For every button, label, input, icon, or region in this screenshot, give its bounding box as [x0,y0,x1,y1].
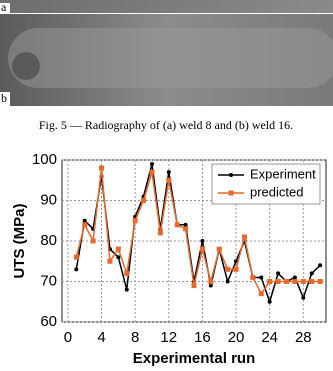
y-tick-label: 70 [40,272,57,289]
marker [116,255,121,260]
marker [82,218,87,223]
marker [300,279,306,284]
weld-shape [8,28,333,88]
marker [183,226,189,232]
marker [141,198,147,203]
marker [317,279,323,284]
marker [258,291,264,297]
marker [275,279,281,284]
marker [149,162,154,167]
x-axis-label: Experimental run [133,350,256,366]
x-tick-label: 16 [194,329,211,346]
marker [107,258,113,264]
marker [208,283,213,288]
marker [225,279,230,284]
marker [292,279,298,284]
marker [267,299,272,304]
legend-box [211,163,321,205]
marker [208,279,214,284]
marker [82,222,88,228]
y-tick-label: 80 [40,232,57,249]
marker [166,170,171,175]
marker [216,246,222,252]
marker [259,275,264,280]
x-tick-label: 12 [160,329,177,346]
marker [241,234,247,240]
x-tick-label: 28 [295,329,312,346]
label-box [0,92,10,106]
marker [132,218,138,224]
marker [276,271,281,276]
legend-label: Experiment [250,166,316,181]
figure-label: a [1,0,7,14]
marker [191,283,197,289]
marker [267,279,273,284]
marker [149,169,155,175]
x-tick-label: 20 [228,329,245,346]
marker [124,270,130,276]
marker [233,266,239,272]
marker [292,275,297,280]
legend-label: predicted [250,184,303,199]
marker [124,287,129,292]
y-tick-label: 90 [40,191,57,208]
radiograph-a [0,0,333,13]
marker [301,295,306,300]
y-tick-label: 60 [40,313,57,330]
chart: 60 70 80 90 100 0 4 8 12 16 20 24 28 Experimental run… [11,151,327,367]
marker [99,165,105,171]
caption: Fig. 5 — Radiography of (a) weld 8 and (… [39,118,293,132]
y-tick-label: 100 [32,151,57,168]
marker [234,259,239,264]
marker [225,266,231,272]
marker [166,177,172,183]
marker [157,230,163,236]
marker [200,239,205,243]
y-axis-label: UTS (MPa) [11,203,28,278]
marker [183,222,188,227]
weld-spot [12,52,40,80]
marker [74,267,79,272]
marker [283,279,289,284]
x-tick-label: 4 [97,329,105,346]
legend-marker [229,173,233,177]
x-tick-label: 8 [131,329,139,346]
marker [250,274,256,280]
marker [73,254,79,260]
label-box [0,3,10,13]
marker [90,238,96,244]
figure-label: b [1,91,7,105]
marker [199,246,205,252]
marker [309,279,315,284]
marker [318,263,323,268]
marker [174,222,180,228]
x-tick-label: 0 [64,329,72,346]
legend-marker [228,190,234,196]
x-tick-label: 24 [261,329,278,346]
marker [309,271,314,276]
marker [115,246,121,252]
